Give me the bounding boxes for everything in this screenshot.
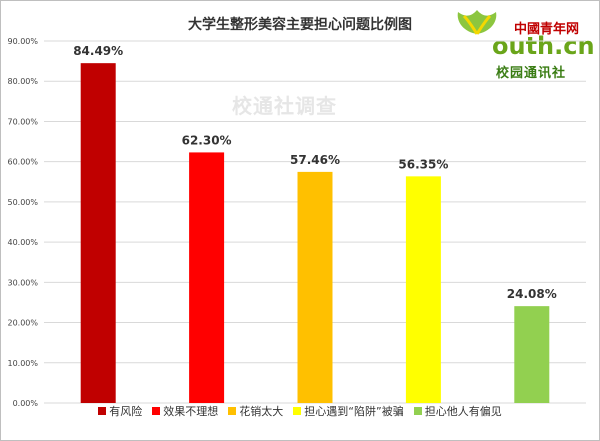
logo-brand-sub: 校园通讯社 [496,66,567,81]
youth-logo: 中國青年网 outh.cn 校园通讯社 [452,4,596,84]
bar [514,306,550,403]
legend-swatch [228,407,237,415]
chart-legend: 有风险 效果不理想 花销太大 担心遇到“陷阱”被骗 担心他人有偏见 [0,403,600,419]
legend-swatch [293,407,302,415]
bar [189,152,225,403]
y-tick-label: 60.00% [7,158,38,167]
y-tick-label: 40.00% [7,238,38,247]
bar [297,171,333,403]
legend-item: 效果不理想 [152,403,218,419]
y-tick-label: 70.00% [7,117,38,126]
y-tick-label: 30.00% [7,278,38,287]
logo-brand-main: outh.cn [492,32,595,60]
legend-label: 效果不理想 [163,405,219,418]
chart-title: 大学生整形美容主要担心问题比例图 [188,17,412,33]
legend-swatch [152,407,161,415]
legend-item: 担心遇到“陷阱”被骗 [293,403,404,419]
ginkgo-leaf-icon [457,10,497,50]
logo-brand-top: 中國青年网 [514,22,580,37]
y-tick-label: 10.00% [7,359,38,368]
legend-item: 担心他人有偏见 [413,403,502,419]
bar [405,176,441,403]
data-label: 84.49% [73,44,123,58]
y-tick-label: 50.00% [7,198,38,207]
legend-item: 有风险 [98,403,142,419]
data-label: 56.35% [398,157,448,171]
y-tick-label: 0.00% [13,399,39,408]
legend-label: 有风险 [109,405,143,418]
bar [80,63,116,403]
legend-label: 担心遇到“陷阱”被骗 [304,405,404,418]
data-label: 62.30% [182,133,232,147]
y-tick-label: 20.00% [7,319,38,328]
data-label: 24.08% [507,287,557,301]
y-tick-label: 90.00% [7,37,38,46]
data-label: 57.46% [290,153,340,167]
legend-swatch [413,407,422,415]
y-tick-label: 80.00% [7,77,38,86]
legend-label: 担心他人有偏见 [424,405,502,418]
legend-item: 花销太大 [228,403,283,419]
watermark-text: 校通社调查 [232,94,337,118]
legend-label: 花销太大 [239,405,284,418]
legend-swatch [98,407,107,415]
